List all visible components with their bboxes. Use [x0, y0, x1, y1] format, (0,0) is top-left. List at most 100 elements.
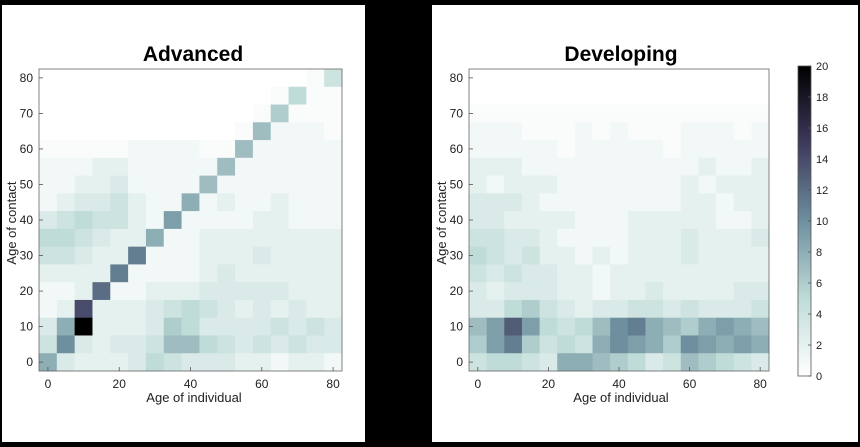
heatmap-cell: [557, 317, 576, 336]
heatmap-cell: [663, 317, 682, 336]
heatmap-cell: [39, 264, 58, 283]
heatmap-cell: [145, 317, 165, 336]
heatmap-cell: [539, 228, 558, 248]
heatmap-cell: [521, 122, 540, 141]
heatmap-cell: [733, 69, 752, 88]
heatmap-cell: [288, 264, 307, 283]
heatmap-cell: [592, 353, 611, 372]
heatmap-cell: [539, 86, 558, 105]
y-tick-label: 60: [20, 142, 34, 156]
heatmap-cell: [252, 157, 272, 176]
heatmap-cell: [306, 140, 325, 159]
heatmap-cell: [663, 299, 682, 319]
heatmap-cell: [235, 157, 254, 176]
heatmap-cell: [539, 157, 558, 176]
heatmap-cell: [217, 299, 236, 319]
heatmap-cell: [680, 157, 699, 176]
heatmap-cell: [557, 335, 576, 354]
heatmap-cell: [751, 299, 770, 319]
heatmap-cell: [539, 140, 558, 159]
heatmap-cell: [521, 86, 540, 105]
heatmap-cell: [306, 264, 325, 283]
heatmap-cell: [110, 282, 129, 301]
x-tick-label: 60: [255, 377, 269, 391]
heatmap-cell: [217, 317, 236, 336]
heatmap-cell: [39, 86, 58, 105]
heatmap-cell: [74, 264, 93, 283]
heatmap-cell: [716, 140, 735, 159]
heatmap-cell: [469, 175, 488, 194]
heatmap-cell: [698, 193, 717, 212]
heatmap-cell: [74, 299, 93, 319]
heatmap-cell: [128, 122, 147, 141]
heatmap-cell: [163, 353, 182, 372]
heatmap-cell: [557, 86, 576, 105]
heatmap-cell: [698, 69, 717, 88]
heatmap-cell: [306, 228, 325, 248]
heatmap-cell: [306, 317, 325, 336]
heatmap-cell: [324, 86, 343, 105]
heatmap-cell: [486, 193, 505, 212]
heatmap-cell: [716, 317, 735, 336]
heatmap-cell: [539, 122, 558, 141]
heatmap-cell: [663, 246, 682, 265]
heatmap-cell: [698, 299, 717, 319]
heatmap-cell: [539, 353, 558, 372]
heatmap-cell: [39, 193, 58, 212]
heatmap-cell: [110, 193, 129, 212]
heatmap-cell: [145, 228, 165, 248]
heatmap-cell: [751, 228, 770, 248]
heatmap-cell: [751, 264, 770, 283]
heatmap-cell: [217, 264, 236, 283]
heatmap-cell: [698, 175, 717, 194]
heatmap-cell: [145, 86, 165, 105]
heatmap-cell: [163, 175, 182, 194]
axis-ticks: 0 20 40 60 80 0 10 20 30 40 50 60 70 80: [450, 68, 770, 391]
heatmap-cell: [645, 104, 664, 123]
heatmap-cell: [557, 264, 576, 283]
heatmap-cell: [145, 335, 165, 354]
heatmap-cell: [486, 86, 505, 105]
heatmap-cell: [128, 264, 147, 283]
heatmap-cell: [521, 282, 540, 301]
heatmap-cell: [557, 69, 576, 88]
y-tick-label: 10: [20, 320, 34, 334]
x-tick-label: 0: [474, 377, 481, 391]
heatmap-cell: [92, 211, 111, 230]
heatmap-cell: [39, 69, 58, 88]
heatmap-cell: [56, 104, 76, 123]
heatmap-cell: [539, 299, 558, 319]
heatmap-cell: [252, 122, 272, 141]
heatmap-cell: [504, 193, 523, 212]
heatmap-cell: [521, 299, 540, 319]
heatmap-cell: [235, 264, 254, 283]
heatmap-cell: [199, 175, 218, 194]
heatmap-cell: [288, 122, 307, 141]
heatmap-cell: [306, 353, 325, 372]
heatmap-cell: [557, 193, 576, 212]
heatmap-cell: [716, 335, 735, 354]
heatmap-cell: [252, 228, 272, 248]
heatmap-cell: [235, 175, 254, 194]
heatmap-cell: [521, 157, 540, 176]
heatmap-cell: [92, 335, 111, 354]
heatmap-cell: [486, 317, 505, 336]
heatmap-cell: [306, 122, 325, 141]
heatmap-cell: [680, 264, 699, 283]
heatmap-cell: [751, 246, 770, 265]
heatmap-cell: [217, 104, 236, 123]
heatmap-cell: [680, 353, 699, 372]
heatmap-cell: [592, 335, 611, 354]
colorbar-tick-label: 6: [816, 278, 822, 290]
heatmap-cell: [252, 104, 272, 123]
heatmap-cell: [504, 282, 523, 301]
heatmap-cell: [733, 282, 752, 301]
heatmap-cell: [592, 175, 611, 194]
heatmap-cell: [199, 86, 218, 105]
heatmap-cell: [574, 157, 593, 176]
heatmap-cell: [592, 157, 611, 176]
heatmap-cell: [181, 140, 200, 159]
heatmap-cell: [539, 193, 558, 212]
heatmap-cell: [181, 211, 200, 230]
heatmap-cell: [663, 264, 682, 283]
